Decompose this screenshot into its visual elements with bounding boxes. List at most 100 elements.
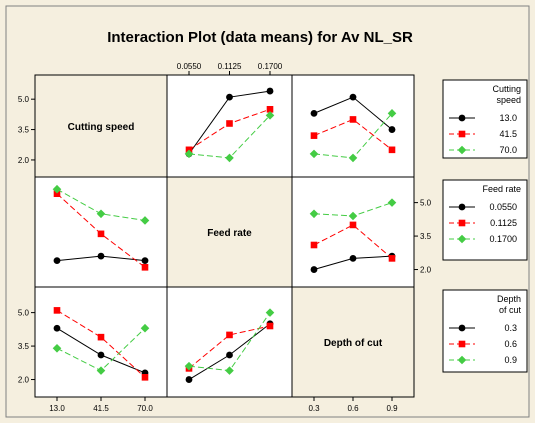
data-point-0-0550-1-2-0: [310, 266, 318, 273]
series-line-feed-rate-0-1125-1-2: [313, 224, 393, 259]
data-point-13-0-0-1-1: [226, 93, 233, 101]
data-point-0-1125-1-0-1: [97, 230, 105, 238]
data-point-0-9-2-0-1: [96, 366, 106, 375]
legend-box-depth-of-cut: [442, 289, 528, 373]
panel-data-1-2: [309, 198, 397, 273]
x-tick-label-0-70-0: 70.0: [137, 404, 153, 413]
panel-data-2-0: [52, 307, 150, 381]
x-tick-label-0-13-0: 13.0: [49, 404, 65, 413]
data-point-0-6-2-0-1: [97, 333, 105, 341]
legend-box-feed-rate: [442, 179, 528, 261]
legend-label-feed-rate-0-1125: 0.1125: [490, 218, 517, 228]
panel-1-2: [291, 176, 415, 288]
data-point-0-9-2-1-1: [225, 366, 234, 375]
data-point-0-3-2-1-0: [185, 376, 193, 383]
legend-label-depth-of-cut-0-6: 0.6: [504, 339, 517, 349]
legend-label-feed-rate-0-0550: 0.0550: [489, 202, 517, 212]
panel-data-0-2: [309, 93, 397, 163]
legend-title-depth-of-cut-1: of cut: [499, 305, 522, 315]
data-point-41-5-0-2-1: [349, 116, 357, 123]
legend-label-cutting-speed-70-0: 70.0: [499, 145, 517, 155]
y-tick-label-right-1-5-0: 5.0: [420, 199, 432, 208]
legend-marker-cutting-speed-70-0: [457, 145, 467, 155]
data-point-0-1700-1-0-0: [52, 184, 62, 194]
data-point-13-0-0-2-2: [388, 126, 396, 133]
legend-title-depth-of-cut-0: Depth: [497, 294, 521, 304]
y-tick-label-2-5-0: 5.0: [18, 309, 30, 318]
panel-0-0: [34, 74, 168, 178]
data-point-70-0-0-1-1: [225, 153, 234, 163]
diagonal-label-cutting-speed: Cutting speed: [68, 122, 135, 133]
data-point-0-3-2-1-1: [226, 351, 233, 359]
data-point-13-0-0-2-1: [349, 93, 357, 101]
legend-marker-depth-of-cut-0-6: [458, 340, 466, 348]
legend-marker-depth-of-cut-0-9: [457, 355, 467, 365]
y-tick-label-0-5-0: 5.0: [18, 95, 30, 104]
data-point-0-9-2-1-2: [265, 308, 275, 317]
data-point-0-1125-1-0-2: [141, 264, 149, 271]
data-point-70-0-0-2-1: [348, 153, 358, 163]
data-point-0-1125-1-0-0: [53, 190, 61, 197]
data-point-0-0550-1-2-1: [349, 254, 357, 262]
data-point-0-1125-1-2-1: [349, 221, 357, 229]
data-point-13-0-0-2-0: [310, 109, 318, 117]
data-point-0-9-2-1-0: [184, 361, 194, 371]
x-tick-label-2-0-9: 0.9: [386, 404, 398, 413]
data-point-70-0-0-2-2: [387, 109, 397, 118]
data-point-0-1700-1-2-0: [309, 209, 319, 219]
data-point-0-3-2-0-0: [53, 324, 61, 332]
x-tick-label-top-1-0-0550: 0.0550: [177, 62, 202, 71]
legend-title-cutting-speed-0: Cutting: [492, 84, 521, 94]
data-point-41-5-0-1-1: [226, 120, 233, 127]
x-tick-label-0-41-5: 41.5: [93, 404, 109, 413]
chart-title: Interaction Plot (data means) for Av NL_…: [107, 29, 413, 46]
diagonal-label-depth-of-cut: Depth of cut: [324, 338, 383, 349]
data-point-0-0550-1-0-0: [53, 257, 61, 265]
legend-marker-feed-rate-0-1125: [458, 219, 466, 227]
data-point-0-6-2-0-0: [53, 307, 61, 314]
legend-marker-cutting-speed-13-0: [458, 114, 466, 122]
x-tick-label-top-1-0-1125: 0.1125: [218, 62, 242, 71]
data-point-41-5-0-2-0: [310, 132, 318, 139]
data-point-0-1700-1-2-2: [387, 198, 397, 207]
y-tick-label-2-2-0: 2.0: [18, 376, 30, 385]
series-line-cutting-speed-41-5-0-2: [313, 118, 393, 151]
data-point-0-9-2-0-0: [52, 344, 62, 353]
data-point-0-3-2-0-1: [97, 351, 105, 359]
legend-marker-feed-rate-0-0550: [458, 203, 466, 211]
data-point-0-0550-1-0-1: [97, 252, 105, 260]
data-point-0-9-2-0-2: [140, 323, 150, 333]
data-point-70-0-0-1-2: [265, 111, 275, 120]
y-tick-label-right-1-2-0: 2.0: [420, 266, 432, 275]
data-point-0-1125-1-2-0: [310, 241, 318, 249]
data-point-0-1700-1-0-2: [140, 216, 150, 225]
data-point-0-6-2-0-2: [141, 374, 149, 381]
data-point-41-5-0-1-2: [266, 106, 274, 113]
panels-layer: Cutting speed Feed rate Depth of cut 2.0 3.5…: [18, 62, 432, 413]
data-point-0-6-2-1-2: [266, 322, 274, 330]
y-tick-label-right-1-3-5: 3.5: [420, 232, 432, 241]
data-point-70-0-0-1-0: [184, 149, 194, 159]
y-tick-label-2-3-5: 3.5: [18, 342, 30, 351]
panel-data-0-1: [184, 87, 275, 163]
legend-label-cutting-speed-41-5: 41.5: [499, 129, 517, 139]
data-point-0-1125-1-2-2: [388, 255, 396, 262]
legend-marker-feed-rate-0-1700: [457, 234, 467, 244]
data-point-0-0550-1-0-2: [141, 257, 149, 265]
legend-feed-rate: Feed rate 0.0550 0.1125 0.1700: [442, 179, 528, 261]
data-point-0-1700-1-2-1: [348, 211, 358, 221]
legend-marker-cutting-speed-41-5: [458, 130, 466, 138]
legend-title-feed-rate-0: Feed rate: [482, 184, 521, 194]
legend-label-depth-of-cut-0-9: 0.9: [504, 355, 517, 365]
x-tick-label-top-1-0-1700: 0.1700: [258, 62, 283, 71]
series-line-depth-of-cut-0-6-2-0: [56, 309, 146, 378]
data-point-70-0-0-2-0: [309, 149, 319, 159]
data-point-0-6-2-1-1: [226, 331, 233, 339]
legend-label-feed-rate-0-1700: 0.1700: [489, 234, 517, 244]
y-tick-label-0-3-5: 3.5: [18, 126, 30, 135]
legend-box-cutting-speed: [442, 79, 528, 159]
